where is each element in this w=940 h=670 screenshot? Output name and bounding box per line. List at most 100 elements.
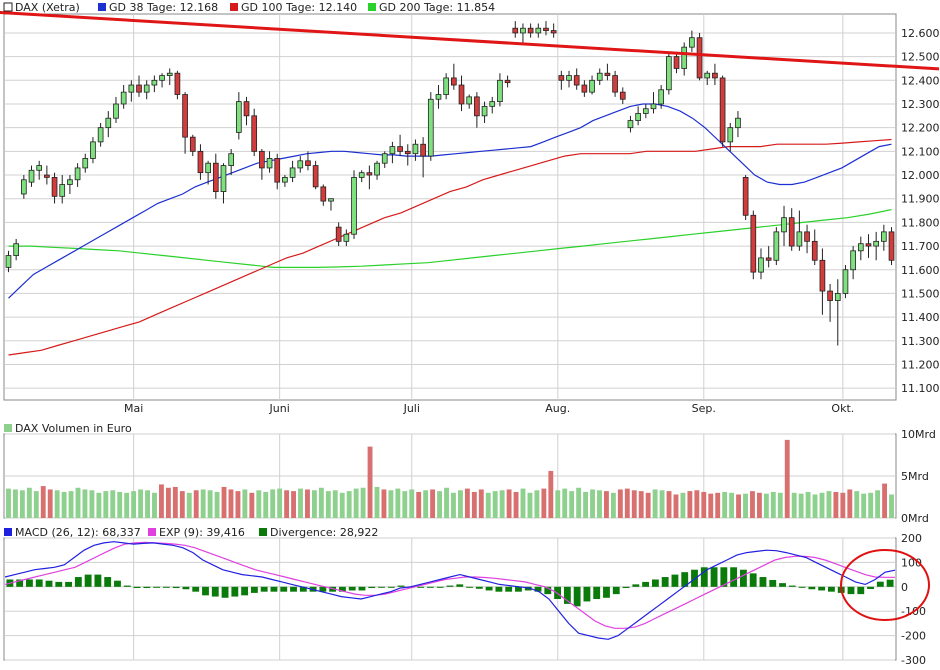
candle-body — [5, 255, 12, 268]
candle-body — [189, 136, 196, 152]
candle-body — [90, 141, 96, 159]
candle — [420, 137, 426, 178]
price-tick-label: 11.400 — [901, 311, 940, 324]
trendline-group — [0, 10, 940, 71]
volume-bar — [103, 491, 109, 518]
month-label: Sep. — [692, 402, 716, 415]
candle — [59, 175, 66, 204]
candle — [881, 224, 887, 251]
volume-bar — [868, 492, 874, 518]
divergence-bar — [427, 586, 434, 588]
candle — [604, 63, 611, 81]
candle-body — [796, 231, 803, 247]
volume-bar — [756, 492, 762, 518]
volume-bar — [291, 491, 296, 518]
volume-bars — [6, 439, 894, 518]
price-tick-label: 11.900 — [901, 193, 940, 206]
divergence-bar — [583, 586, 591, 602]
candle — [727, 122, 734, 152]
volume-bar — [242, 489, 248, 518]
candle — [128, 80, 135, 102]
divergence-bar — [94, 574, 102, 587]
candle — [497, 73, 503, 107]
candle — [850, 246, 856, 280]
divergence-bar — [65, 581, 72, 587]
divergence-bar — [114, 580, 121, 587]
candle — [758, 248, 764, 280]
candle-body — [374, 162, 380, 176]
macd-tick-label: -200 — [901, 630, 926, 643]
candle-body — [527, 27, 534, 34]
candle-body — [381, 153, 388, 164]
volume-bar — [228, 489, 234, 518]
divergence-bar — [143, 586, 151, 589]
candle — [451, 63, 457, 90]
volume-bar — [395, 488, 401, 518]
candle — [266, 151, 273, 173]
candle — [397, 134, 403, 157]
volume-bar — [423, 490, 429, 518]
divergence-bar — [515, 586, 522, 592]
volume-bar — [791, 492, 797, 518]
legend-label-sma200: GD 200 Tage: 11.854 — [379, 1, 495, 14]
candle — [189, 134, 196, 157]
candle-body — [159, 75, 165, 81]
volume-tick-label: 5Mrd — [901, 470, 929, 483]
volume-bar — [562, 488, 568, 518]
divergence-bar — [779, 583, 786, 587]
divergence-bar — [544, 586, 552, 595]
candle-body — [627, 120, 634, 129]
candle-body — [865, 243, 872, 247]
volume-bar — [624, 488, 630, 518]
candle — [804, 224, 810, 254]
legend-swatch-macd — [4, 528, 12, 536]
month-label: Juni — [269, 402, 290, 415]
candle-body — [520, 27, 526, 34]
price-tick-label: 11.700 — [901, 240, 940, 253]
volume-bar — [346, 491, 352, 518]
candle-body — [205, 162, 211, 174]
candle — [259, 148, 265, 180]
candle-body — [497, 79, 503, 103]
divergence-bar — [798, 586, 806, 588]
candle — [427, 92, 434, 161]
volume-bar — [263, 491, 269, 518]
candle — [220, 163, 227, 204]
divergence-bar — [260, 586, 268, 592]
candle-body — [758, 257, 764, 273]
divergence-bar — [749, 573, 757, 587]
candle-body — [212, 162, 219, 193]
candle-body — [596, 72, 603, 81]
volume-bar — [332, 490, 338, 518]
volume-bar — [506, 489, 512, 518]
candle-body — [427, 98, 434, 157]
candle — [796, 210, 803, 251]
candle-body — [666, 56, 672, 91]
volume-bar — [138, 489, 144, 518]
candle-body — [259, 150, 265, 169]
candle-body — [220, 165, 227, 193]
price-legend: DAX (Xetra) GD 38 Tage: 12.168 GD 100 Ta… — [3, 1, 495, 14]
candle-body — [174, 72, 181, 95]
volume-bar — [200, 489, 206, 518]
candle — [366, 165, 373, 190]
candle — [51, 172, 58, 204]
volume-bar — [277, 488, 283, 518]
volume-bar — [729, 492, 735, 518]
volume-bar — [221, 486, 227, 518]
macd-tick-label: 0 — [901, 581, 908, 594]
volume-bar — [12, 489, 18, 518]
candle-body — [566, 75, 572, 81]
volume-bar — [214, 491, 220, 518]
volume-bar — [736, 494, 741, 518]
candle — [113, 96, 119, 123]
price-tick-label: 12.400 — [901, 74, 940, 87]
candle-body — [619, 91, 626, 100]
divergence-bar — [563, 586, 571, 604]
volume-bar — [826, 491, 832, 518]
candle-body — [673, 56, 680, 69]
divergence-bar — [886, 579, 894, 587]
candle-body — [696, 37, 703, 79]
volume-bar — [687, 491, 693, 518]
